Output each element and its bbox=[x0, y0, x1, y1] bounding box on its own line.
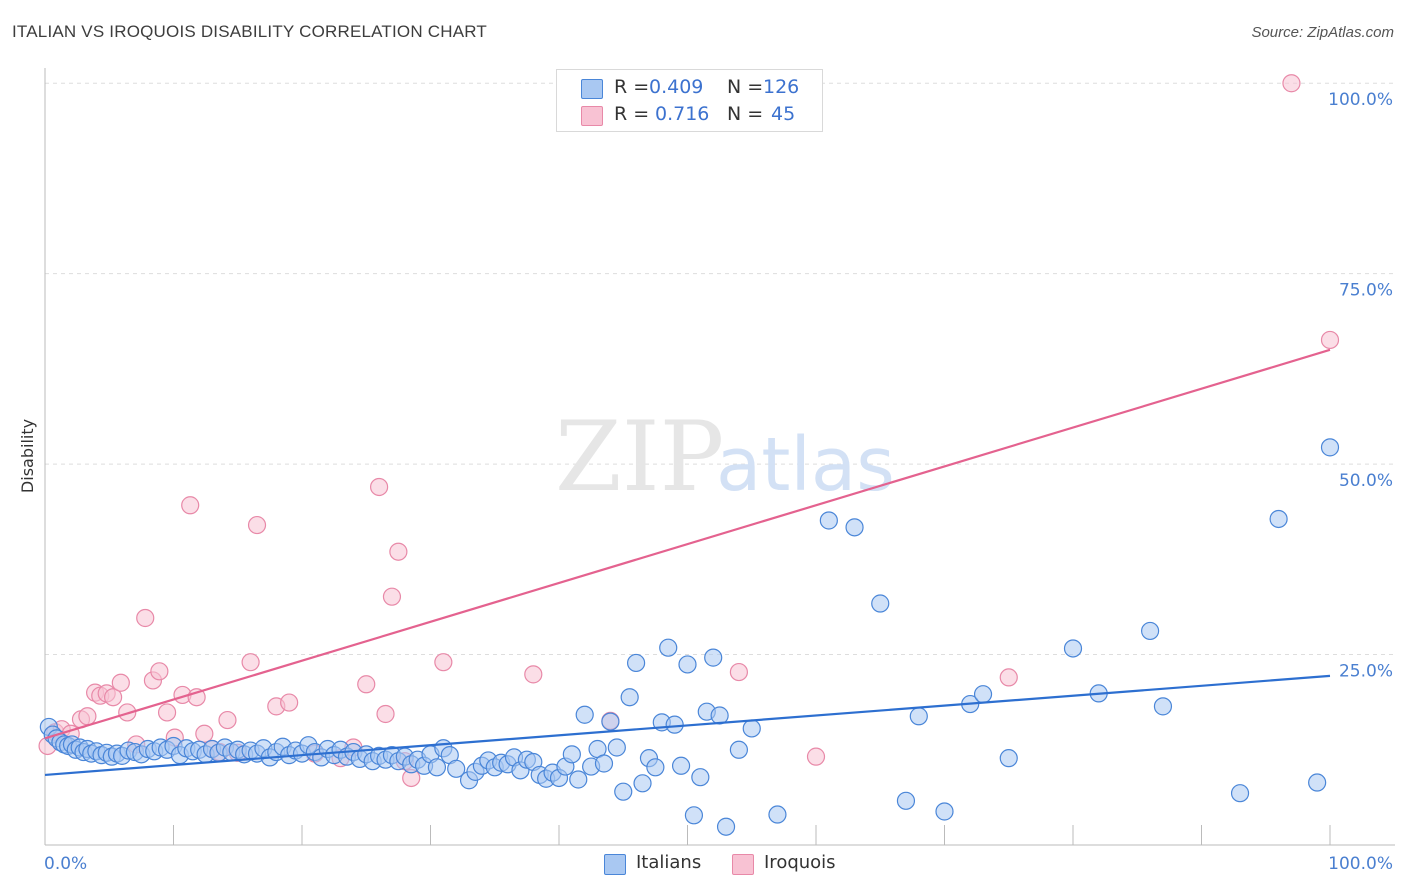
data-point bbox=[845, 518, 864, 537]
watermark-zip: ZIP bbox=[555, 401, 724, 513]
series-italians bbox=[39, 438, 1340, 836]
data-point bbox=[620, 688, 639, 707]
data-point bbox=[195, 724, 214, 743]
data-point bbox=[111, 673, 130, 692]
data-point bbox=[729, 740, 749, 759]
data-point bbox=[646, 758, 665, 777]
chart-title: ITALIAN VS IROQUOIS DISABILITY CORRELATI… bbox=[12, 22, 487, 41]
data-point bbox=[806, 747, 826, 766]
data-point bbox=[1320, 438, 1340, 457]
data-point bbox=[678, 655, 697, 674]
italians-swatch bbox=[604, 854, 626, 875]
iroquois-swatch bbox=[581, 106, 603, 126]
watermark: ZIP atlas bbox=[555, 401, 895, 513]
data-point bbox=[389, 542, 408, 561]
legend-n-value: 126 bbox=[763, 76, 800, 98]
y-tick-label: 100.0% bbox=[1328, 90, 1393, 110]
data-point bbox=[575, 705, 594, 724]
legend-n-value: 45 bbox=[771, 103, 796, 125]
data-point bbox=[691, 768, 710, 787]
data-point bbox=[684, 806, 704, 825]
data-point bbox=[1230, 784, 1250, 803]
data-point bbox=[427, 758, 447, 777]
x-tick-label: 100.0% bbox=[1328, 854, 1393, 874]
tick-labels: 25.0% 50.0% 75.0% 100.0% 0.0% 100.0% bbox=[44, 90, 1393, 874]
data-point bbox=[935, 802, 954, 821]
data-point bbox=[999, 668, 1018, 687]
trend-line-iroquois bbox=[44, 348, 1331, 740]
y-axis-title: Disability bbox=[18, 419, 37, 493]
data-point bbox=[562, 745, 581, 764]
source-label: Source: ZipAtlas.com bbox=[1251, 24, 1394, 41]
data-point bbox=[909, 707, 928, 726]
data-point bbox=[376, 704, 395, 724]
legend-n-label: N = bbox=[727, 76, 764, 98]
data-point bbox=[607, 738, 626, 757]
data-point bbox=[524, 665, 543, 684]
data-point bbox=[819, 511, 838, 530]
data-point bbox=[78, 707, 97, 726]
trend-line-italians bbox=[44, 674, 1331, 777]
data-point bbox=[247, 515, 267, 535]
data-point bbox=[665, 715, 684, 734]
data-point bbox=[729, 662, 749, 682]
data-point bbox=[614, 782, 633, 801]
legend-r-label: R = bbox=[614, 103, 650, 125]
legend-r-value: 0.409 bbox=[649, 76, 704, 98]
y-tick-label: 75.0% bbox=[1339, 281, 1393, 301]
data-point bbox=[1140, 621, 1160, 641]
grid-lines bbox=[45, 82, 1395, 656]
data-point bbox=[716, 817, 736, 836]
legend-label-iroquois: Iroquois bbox=[764, 852, 836, 873]
legend-r-value: 0.716 bbox=[655, 103, 710, 125]
data-point bbox=[659, 638, 678, 657]
data-point bbox=[1153, 697, 1173, 716]
trend-lines bbox=[44, 348, 1331, 777]
data-point bbox=[671, 756, 691, 775]
y-tick-label: 25.0% bbox=[1339, 662, 1393, 682]
data-point bbox=[633, 774, 652, 793]
watermark-atlas: atlas bbox=[716, 422, 895, 508]
data-point bbox=[434, 653, 453, 672]
data-point bbox=[218, 710, 237, 730]
data-point bbox=[104, 688, 123, 707]
legend-label-italians: Italians bbox=[636, 852, 702, 873]
legend-n-label: N = bbox=[727, 103, 764, 125]
data-point bbox=[370, 477, 389, 497]
data-point bbox=[896, 791, 916, 810]
data-point bbox=[569, 770, 588, 789]
y-tick-label: 50.0% bbox=[1339, 471, 1393, 491]
data-point bbox=[181, 496, 200, 515]
data-point bbox=[1063, 639, 1083, 658]
data-point bbox=[1320, 330, 1340, 350]
data-point bbox=[1269, 509, 1288, 529]
data-point bbox=[136, 608, 155, 628]
data-point bbox=[626, 653, 646, 673]
data-point bbox=[704, 648, 723, 667]
data-point bbox=[1308, 773, 1327, 792]
axes bbox=[44, 68, 1395, 846]
data-point bbox=[241, 653, 260, 672]
data-point bbox=[157, 703, 177, 722]
legend-r-label: R = bbox=[614, 76, 650, 98]
data-point bbox=[150, 662, 169, 681]
data-point bbox=[447, 759, 466, 778]
data-point bbox=[601, 712, 620, 731]
data-point bbox=[742, 719, 761, 738]
legend: R = 0.409 N = 126 R = 0.716 N = 45 bbox=[556, 69, 823, 132]
data-point bbox=[999, 749, 1018, 768]
data-point bbox=[871, 594, 890, 613]
data-point bbox=[280, 693, 299, 712]
data-point bbox=[1282, 74, 1301, 93]
data-point bbox=[973, 685, 993, 704]
data-point bbox=[768, 805, 787, 824]
italians-swatch bbox=[581, 79, 603, 99]
data-point bbox=[382, 587, 402, 606]
iroquois-swatch bbox=[732, 854, 754, 875]
x-tick-label: 0.0% bbox=[44, 854, 87, 874]
data-point bbox=[594, 754, 614, 773]
data-point bbox=[357, 675, 376, 694]
